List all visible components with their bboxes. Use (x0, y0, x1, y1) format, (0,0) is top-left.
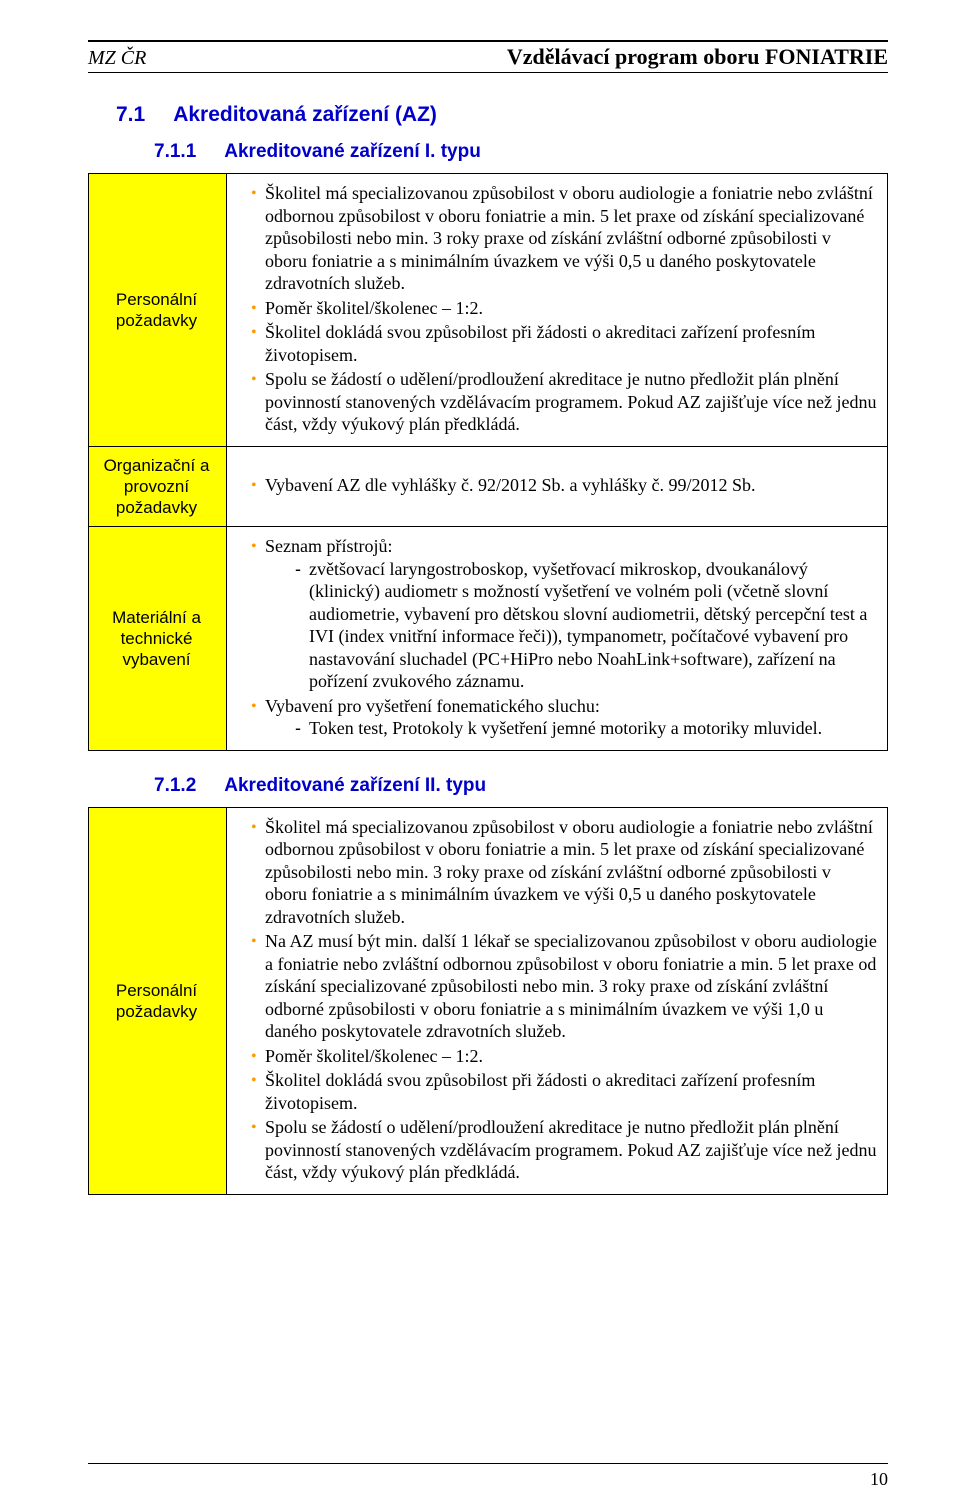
row-content: Školitel má specializovanou způsobilost … (227, 174, 888, 447)
list-item: Poměr školitel/školenec – 1:2. (251, 297, 877, 320)
row-content: Seznam přístrojů: zvětšovací laryngostro… (227, 527, 888, 751)
list-item: Seznam přístrojů: zvětšovací laryngostro… (251, 535, 877, 693)
list-item: Školitel dokládá svou způsobilost při žá… (251, 321, 877, 366)
list-item: Spolu se žádostí o udělení/prodloužení a… (251, 368, 877, 436)
section-title: Akreditovaná zařízení (AZ) (173, 103, 437, 127)
section-number: 7.1.2 (154, 775, 196, 797)
sub-list-item: Token test, Protokoly k vyšetření jemné … (295, 717, 877, 740)
table-az-type-i: Personální požadavky Školitel má special… (88, 173, 888, 751)
section-7-1-heading: 7.1 Akreditovaná zařízení (AZ) (116, 103, 888, 127)
table-row: Materiální a technické vybavení Seznam p… (89, 527, 888, 751)
item-text: Vybavení pro vyšetření fonematického slu… (265, 696, 600, 716)
header-left: MZ ČR (88, 47, 146, 70)
row-label-personal: Personální požadavky (89, 174, 227, 447)
list-item: Školitel má specializovanou způsobilost … (251, 182, 877, 295)
page-number: 10 (870, 1469, 888, 1490)
section-number: 7.1.1 (154, 141, 196, 163)
list-item: Školitel má specializovanou způsobilost … (251, 816, 877, 929)
header-underline (88, 72, 888, 73)
footer-rule (88, 1463, 888, 1464)
table-row: Personální požadavky Školitel má special… (89, 807, 888, 1194)
table-az-type-ii: Personální požadavky Školitel má special… (88, 807, 888, 1195)
list-item: Poměr školitel/školenec – 1:2. (251, 1045, 877, 1068)
row-label-personal: Personální požadavky (89, 807, 227, 1194)
table-row: Personální požadavky Školitel má special… (89, 174, 888, 447)
row-content: Školitel má specializovanou způsobilost … (227, 807, 888, 1194)
table-row: Organizační a provozní požadavky Vybaven… (89, 446, 888, 527)
page-header: MZ ČR Vzdělávací program oboru FONIATRIE (88, 44, 888, 70)
list-item: Na AZ musí být min. další 1 lékař se spe… (251, 930, 877, 1043)
item-text: Seznam přístrojů: (265, 536, 392, 556)
section-number: 7.1 (116, 103, 145, 127)
section-7-1-2-heading: 7.1.2 Akreditované zařízení II. typu (154, 775, 888, 797)
row-label-org: Organizační a provozní požadavky (89, 446, 227, 527)
section-7-1-1-heading: 7.1.1 Akreditované zařízení I. typu (154, 141, 888, 163)
header-right: Vzdělávací program oboru FONIATRIE (507, 44, 888, 70)
list-item: Vybavení AZ dle vyhlášky č. 92/2012 Sb. … (251, 474, 877, 497)
row-content: Vybavení AZ dle vyhlášky č. 92/2012 Sb. … (227, 446, 888, 527)
row-label-material: Materiální a technické vybavení (89, 527, 227, 751)
section-title: Akreditované zařízení I. typu (224, 141, 481, 163)
sub-list-item: zvětšovací laryngostroboskop, vyšetřovac… (295, 558, 877, 693)
list-item: Spolu se žádostí o udělení/prodloužení a… (251, 1116, 877, 1184)
section-title: Akreditované zařízení II. typu (224, 775, 486, 797)
header-top-rule (88, 40, 888, 42)
list-item: Školitel dokládá svou způsobilost při žá… (251, 1069, 877, 1114)
list-item: Vybavení pro vyšetření fonematického slu… (251, 695, 877, 740)
